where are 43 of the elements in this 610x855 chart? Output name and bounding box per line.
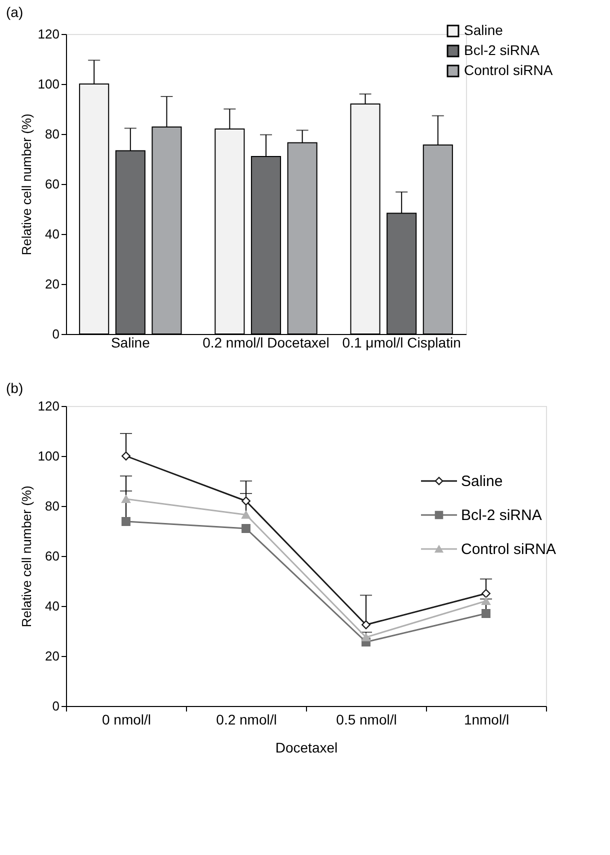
legend-label: Bcl-2 siRNA [464, 42, 540, 58]
y-tick-label: 20 [45, 648, 60, 664]
point [242, 524, 250, 533]
y-tick-label: 60 [45, 176, 60, 192]
chart-title: (b) [6, 380, 24, 396]
point [122, 495, 130, 503]
x-tick-label: 1nmol/l [464, 712, 510, 728]
x-tick-label: 0.2 nmol/l [216, 712, 277, 728]
chart-title: (a) [6, 4, 24, 20]
y-axis-title: Relative cell number (%) [18, 486, 34, 628]
x-tick-label: Saline [110, 334, 150, 350]
point [242, 510, 250, 519]
x-tick-label: 0.5 nmol/l [336, 712, 397, 728]
x-axis-title: Docetaxel [275, 740, 338, 756]
y-tick-label: 80 [45, 498, 60, 514]
point [482, 589, 490, 598]
legend-label: Saline [464, 22, 504, 38]
point [122, 452, 130, 460]
point [482, 597, 490, 605]
x-tick-label: 0.1 μmol/l Cisplatin [342, 334, 461, 350]
y-tick-label: 0 [52, 698, 60, 714]
legend-label: Control siRNA [461, 541, 556, 558]
y-tick-label: 120 [38, 398, 60, 414]
y-tick-label: 80 [45, 126, 60, 142]
y-tick-label: 120 [38, 26, 60, 42]
y-tick-label: 60 [45, 548, 60, 564]
x-tick-label: 0.2 nmol/l Docetaxel [202, 334, 330, 350]
point [362, 633, 370, 642]
y-tick-label: 100 [38, 76, 60, 92]
y-tick-label: 40 [45, 598, 60, 614]
legend-label: Bcl-2 siRNA [461, 507, 542, 524]
point [242, 496, 250, 506]
point [362, 620, 370, 630]
y-tick-label: 40 [45, 226, 60, 242]
point [482, 609, 490, 618]
y-axis-title: Relative cell number (%) [18, 114, 34, 256]
legend-label: Saline [461, 473, 503, 490]
legend-label: Control siRNA [464, 62, 554, 78]
y-tick-label: 100 [38, 448, 60, 464]
point [122, 517, 130, 526]
y-tick-label: 20 [45, 276, 60, 292]
x-tick-label: 0 nmol/l [102, 712, 152, 728]
y-tick-label: 0 [52, 326, 60, 342]
